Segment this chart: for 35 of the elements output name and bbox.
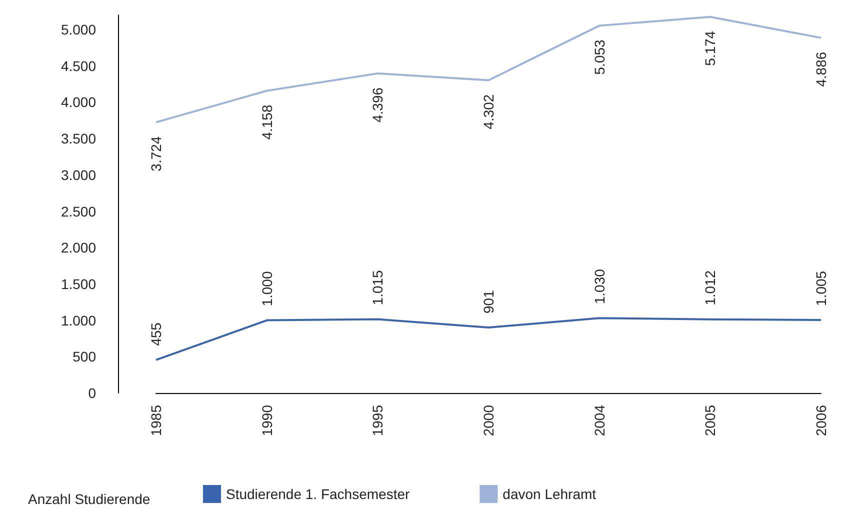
y-tick-label: 5.000 [60,22,96,38]
x-tick-label: 2006 [813,404,829,436]
data-label: 4.302 [480,94,496,130]
x-tick-label: 2000 [480,404,496,436]
data-label: 4.886 [813,52,829,87]
x-tick-label: 1995 [370,404,386,436]
data-label: 901 [480,290,496,314]
x-tick-label: 2005 [702,404,718,436]
legend-label: Studierende 1. Fachsemester [226,486,410,502]
data-label: 5.053 [591,39,608,75]
data-label: 1.005 [813,270,829,306]
legend-title: Anzahl Studierende [28,491,150,507]
x-tick-label: 2004 [591,404,608,436]
data-label: 1.012 [702,270,718,306]
data-label: 1.015 [370,270,386,306]
y-tick-label: 4.000 [60,94,96,110]
x-tick-label: 1990 [258,404,275,436]
data-label: 4.158 [258,104,275,140]
y-tick-label: 3.500 [60,130,96,147]
y-tick-label: 3.000 [60,166,96,183]
data-label: 455 [148,322,164,346]
data-label: 3.724 [148,136,164,172]
x-tick-label: 1985 [148,404,164,436]
data-label: 5.174 [702,30,718,66]
y-tick-label: 1.500 [60,276,96,292]
legend-label: davon Lehramt [502,486,596,502]
y-tick-label: 500 [72,348,96,365]
data-label: 4.396 [370,87,386,122]
data-label: 1.030 [591,268,608,304]
data-label: 1.000 [258,271,275,306]
y-tick-label: 4.500 [60,58,96,74]
y-tick-label: 1.000 [60,312,96,328]
y-tick-label: 2.000 [60,240,96,256]
y-tick-label: 2.500 [60,203,96,220]
y-tick-label: 0 [88,385,96,401]
